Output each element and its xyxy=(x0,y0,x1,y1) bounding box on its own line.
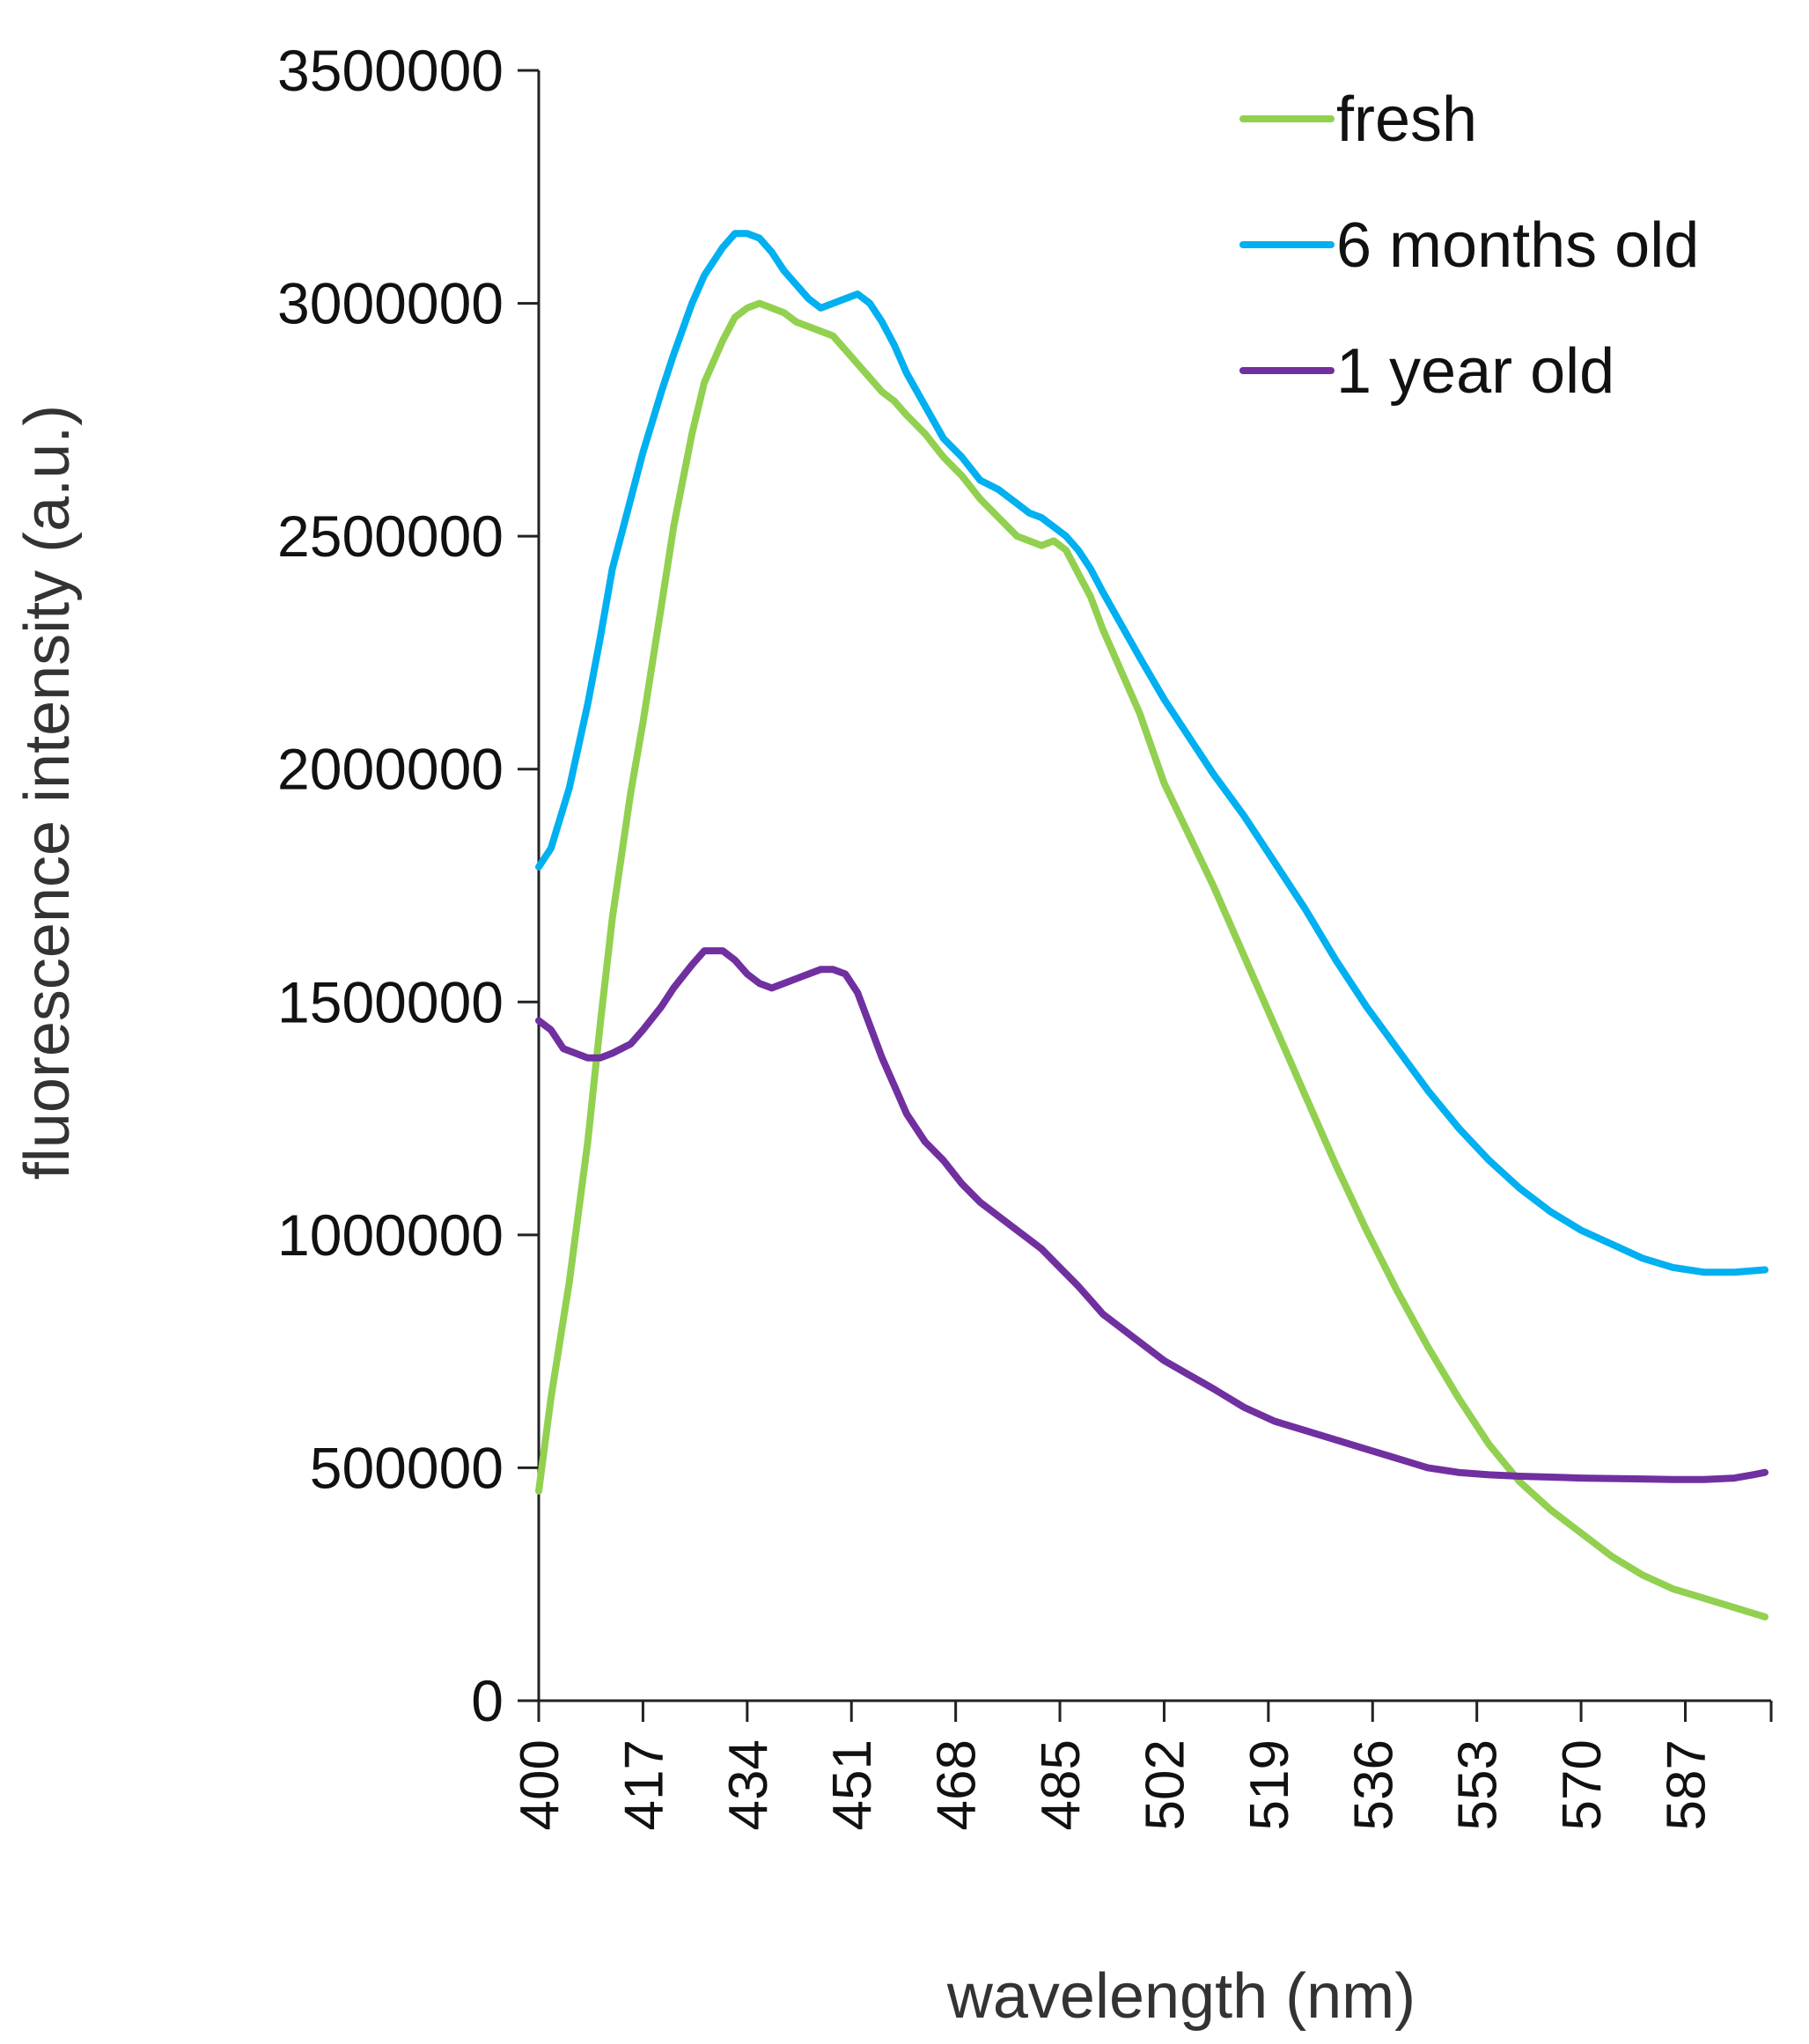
y-tick-label: 2000000 xyxy=(277,737,504,802)
legend: fresh 6 months old 1 year old xyxy=(1239,85,1699,407)
x-tick-label: 570 xyxy=(1552,1739,1613,1830)
y-tick-label: 3000000 xyxy=(277,271,504,336)
y-tick-label: 3500000 xyxy=(277,38,504,103)
legend-label: 6 months old xyxy=(1336,210,1699,281)
x-tick-label: 400 xyxy=(510,1739,570,1830)
y-axis-title: fluorescence intensity (a.u.) xyxy=(12,405,83,1180)
plot-series xyxy=(535,230,1769,1621)
y-axis: 0 500000 1000000 1500000 2000000 2500000 30000… xyxy=(277,38,540,1733)
series-line-1-year-old xyxy=(535,947,1769,1483)
x-tick-label: 536 xyxy=(1343,1739,1404,1830)
x-tick-label: 434 xyxy=(718,1739,779,1830)
y-tick-label: 2500000 xyxy=(277,504,504,569)
y-tick-label: 1500000 xyxy=(277,969,504,1034)
x-tick-label: 451 xyxy=(822,1739,883,1830)
x-tick-label: 502 xyxy=(1135,1739,1195,1830)
y-tick-label: 500000 xyxy=(310,1435,504,1500)
x-axis-title: wavelength (nm) xyxy=(946,1961,1416,2032)
x-tick-label: 519 xyxy=(1239,1739,1300,1830)
y-tick-label: 0 xyxy=(471,1668,504,1733)
x-tick-label: 587 xyxy=(1656,1739,1717,1830)
x-tick-label: 417 xyxy=(614,1739,674,1830)
series-line-6-months-old xyxy=(535,230,1769,1276)
y-tick-label: 1000000 xyxy=(277,1202,504,1268)
legend-label: fresh xyxy=(1336,85,1477,155)
x-axis: 400 417 434 451 468 485 502 519 536 553 570 587 xyxy=(510,1699,1773,1830)
x-tick-label: 468 xyxy=(927,1739,988,1830)
legend-label: 1 year old xyxy=(1336,336,1614,407)
x-tick-label: 485 xyxy=(1031,1739,1092,1830)
x-tick-label: 553 xyxy=(1448,1739,1509,1830)
series-line-fresh xyxy=(535,299,1769,1621)
